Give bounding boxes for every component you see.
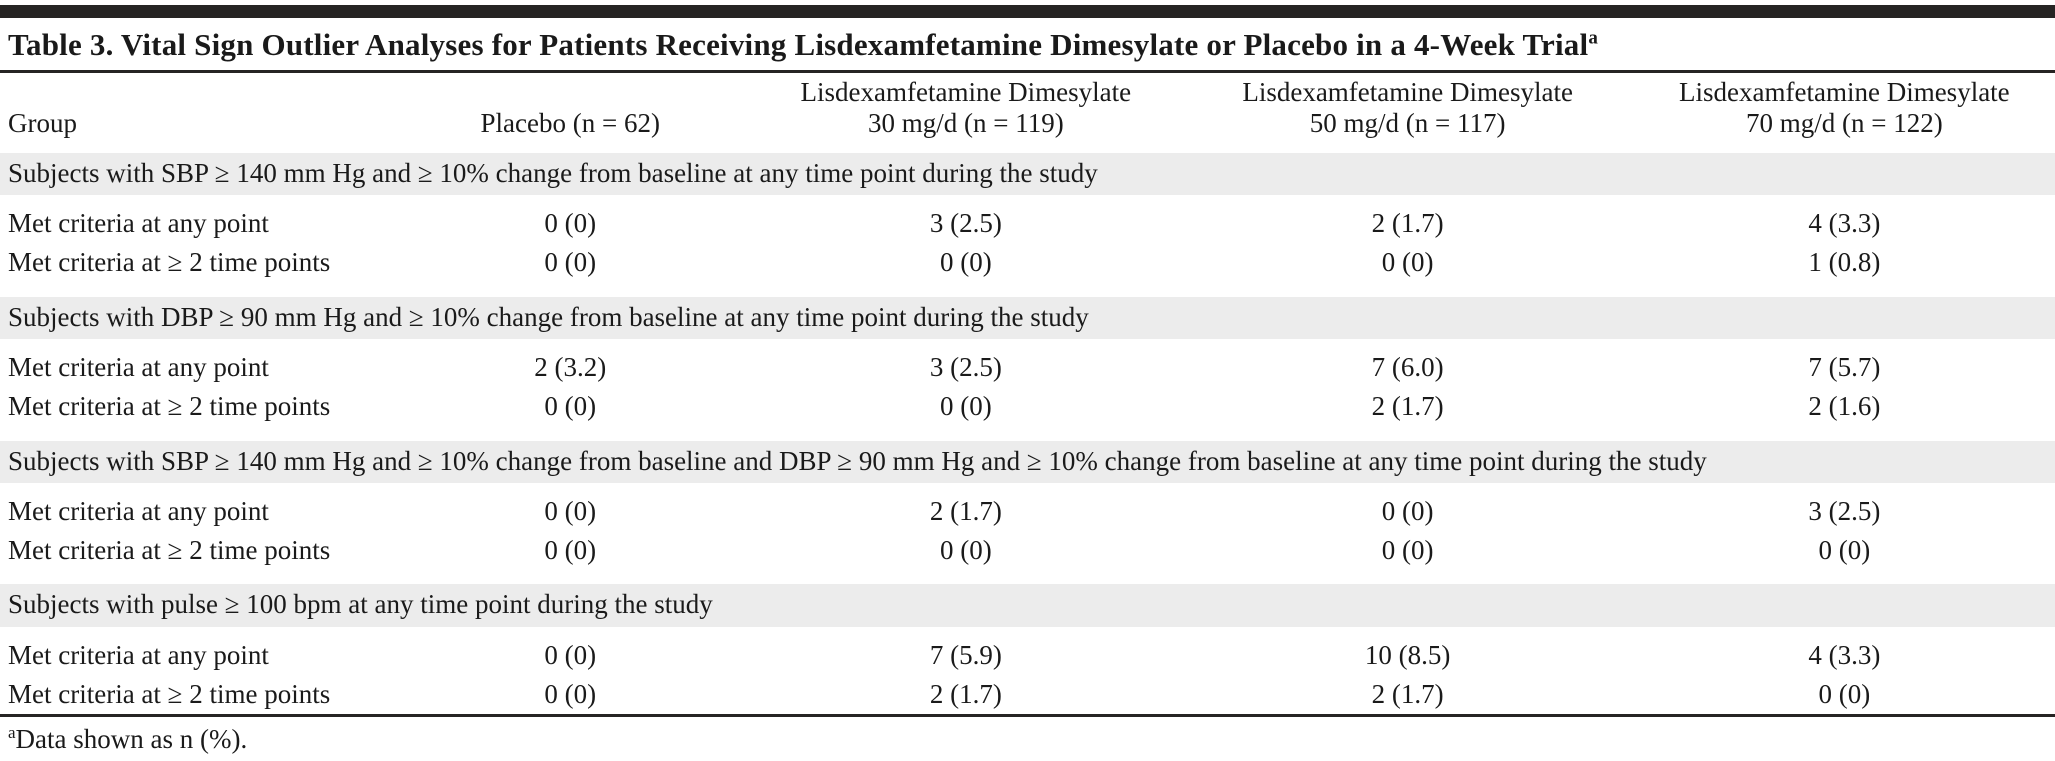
table-row: Met criteria at any point 0 (0) 2 (1.7) … (0, 487, 2055, 532)
value-cell: 7 (5.7) (1633, 343, 2055, 388)
table-row: Met criteria at any point 0 (0) 7 (5.9) … (0, 631, 2055, 676)
value-cell: 0 (0) (390, 199, 751, 244)
title-footnote-marker: a (1588, 27, 1599, 49)
value-cell: 4 (3.3) (1633, 199, 2055, 244)
value-cell: 7 (5.9) (750, 631, 1182, 676)
value-cell: 0 (0) (1181, 531, 1634, 578)
value-cell: 3 (2.5) (750, 343, 1182, 388)
section-header-row-sbp: Subjects with SBP ≥ 140 mm Hg and ≥ 10% … (0, 147, 2055, 204)
header-row: Group Placebo (n = 62) Lisdexamfetamine … (0, 73, 2055, 152)
value-cell: 0 (0) (1633, 675, 2055, 715)
value-cell: 2 (1.7) (1181, 199, 1634, 244)
section-header-text: Subjects with pulse ≥ 100 bpm at any tim… (0, 570, 2055, 636)
footnote-marker: a (8, 723, 16, 743)
table-header: Group Placebo (n = 62) Lisdexamfetamine … (0, 73, 2055, 152)
value-cell: 3 (2.5) (1633, 487, 2055, 532)
table-row: Met criteria at ≥ 2 time points 0 (0) 0 … (0, 531, 2055, 578)
value-cell: 0 (0) (390, 243, 751, 290)
vital-sign-outlier-table: Group Placebo (n = 62) Lisdexamfetamine … (0, 73, 2055, 715)
row-label: Met criteria at ≥ 2 time points (0, 387, 391, 434)
row-label: Met criteria at any point (0, 199, 391, 244)
column-header-ldx-50: Lisdexamfetamine Dimesylate 50 mg/d (n =… (1181, 73, 1634, 152)
section-header-text: Subjects with DBP ≥ 90 mm Hg and ≥ 10% c… (0, 282, 2055, 348)
column-header-group: Group (0, 73, 391, 152)
table-body: Subjects with SBP ≥ 140 mm Hg and ≥ 10% … (0, 147, 2055, 715)
table-row: Met criteria at ≥ 2 time points 0 (0) 0 … (0, 243, 2055, 290)
value-cell: 2 (3.2) (390, 343, 751, 388)
value-cell: 0 (0) (750, 531, 1182, 578)
value-cell: 2 (1.6) (1633, 387, 2055, 434)
row-label: Met criteria at ≥ 2 time points (0, 243, 391, 290)
top-rule-bar (0, 5, 2055, 18)
section-header-text: Subjects with SBP ≥ 140 mm Hg and ≥ 10% … (0, 426, 2055, 492)
value-cell: 3 (2.5) (750, 199, 1182, 244)
section-header-text: Subjects with SBP ≥ 140 mm Hg and ≥ 10% … (0, 147, 2055, 204)
row-label: Met criteria at ≥ 2 time points (0, 675, 391, 715)
value-cell: 0 (0) (390, 675, 751, 715)
table-title-text: Table 3. Vital Sign Outlier Analyses for… (8, 27, 1589, 62)
value-cell: 0 (0) (1633, 531, 2055, 578)
row-label: Met criteria at any point (0, 343, 391, 388)
paper-table-page: Table 3. Vital Sign Outlier Analyses for… (0, 5, 2055, 761)
table-footnotes: aData shown as n (%). Abbreviations: DBP… (0, 714, 2055, 761)
value-cell: 0 (0) (1181, 243, 1634, 290)
value-cell: 0 (0) (390, 487, 751, 532)
value-cell: 2 (1.7) (1181, 675, 1634, 715)
value-cell: 0 (0) (750, 387, 1182, 434)
column-header-placebo: Placebo (n = 62) (390, 73, 751, 152)
section-header-row-pulse: Subjects with pulse ≥ 100 bpm at any tim… (0, 570, 2055, 636)
value-cell: 2 (1.7) (750, 675, 1182, 715)
section-header-row-dbp: Subjects with DBP ≥ 90 mm Hg and ≥ 10% c… (0, 282, 2055, 348)
value-cell: 0 (0) (390, 387, 751, 434)
footnote-abbreviations: Abbreviations: DBP = diastolic blood pre… (8, 756, 2047, 761)
table-row: Met criteria at ≥ 2 time points 0 (0) 2 … (0, 675, 2055, 715)
value-cell: 1 (0.8) (1633, 243, 2055, 290)
value-cell: 0 (0) (750, 243, 1182, 290)
table-title: Table 3. Vital Sign Outlier Analyses for… (0, 18, 2055, 73)
value-cell: 0 (0) (1181, 487, 1634, 532)
table-row: Met criteria at any point 2 (3.2) 3 (2.5… (0, 343, 2055, 388)
value-cell: 10 (8.5) (1181, 631, 1634, 676)
row-label: Met criteria at any point (0, 487, 391, 532)
value-cell: 0 (0) (390, 631, 751, 676)
column-header-ldx-70: Lisdexamfetamine Dimesylate 70 mg/d (n =… (1633, 73, 2055, 152)
value-cell: 4 (3.3) (1633, 631, 2055, 676)
table-row: Met criteria at any point 0 (0) 3 (2.5) … (0, 199, 2055, 244)
row-label: Met criteria at ≥ 2 time points (0, 531, 391, 578)
footnote-data-shown: aData shown as n (%). (8, 723, 248, 755)
table-row: Met criteria at ≥ 2 time points 0 (0) 0 … (0, 387, 2055, 434)
section-header-row-sbp-dbp: Subjects with SBP ≥ 140 mm Hg and ≥ 10% … (0, 426, 2055, 492)
value-cell: 7 (6.0) (1181, 343, 1634, 388)
column-header-ldx-30: Lisdexamfetamine Dimesylate 30 mg/d (n =… (750, 73, 1182, 152)
row-label: Met criteria at any point (0, 631, 391, 676)
value-cell: 2 (1.7) (1181, 387, 1634, 434)
value-cell: 0 (0) (390, 531, 751, 578)
value-cell: 2 (1.7) (750, 487, 1182, 532)
